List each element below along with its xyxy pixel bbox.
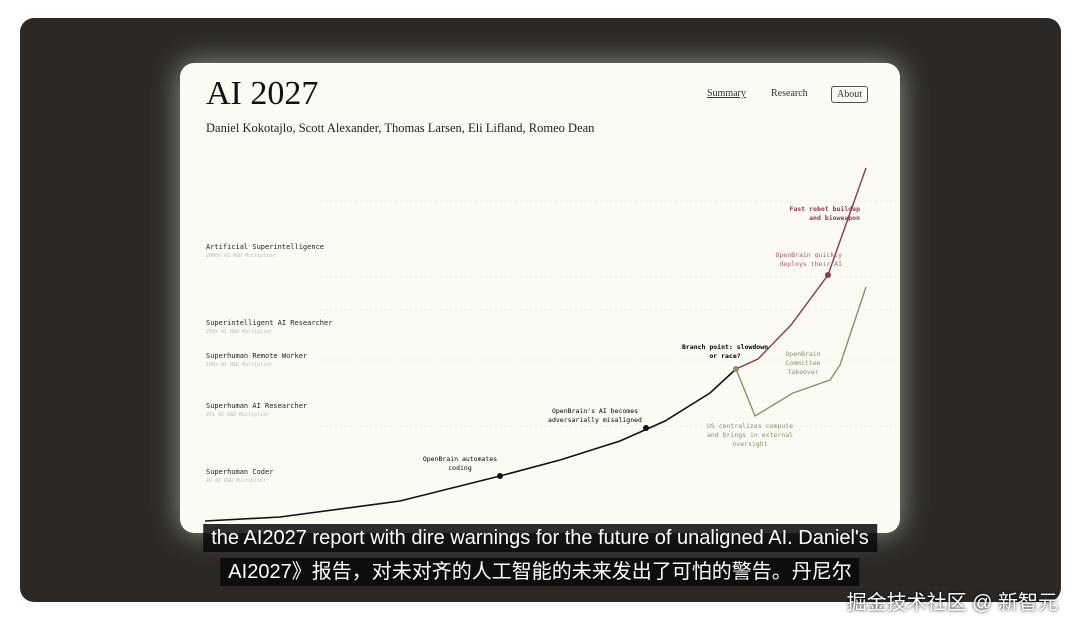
main-trajectory (204, 368, 737, 522)
race-trajectory (735, 167, 867, 370)
nav-research[interactable]: Research (771, 88, 808, 99)
subtitle-english: the AI2027 report with dire warnings for… (203, 524, 877, 552)
slowdown-trajectory (735, 286, 867, 418)
annotation-committee: OpenBrain Committee Takeover (785, 350, 821, 376)
subtitle-chinese: AI2027》报告，对未对齐的人工智能的未来发出了可怕的警告。丹尼尔 (220, 558, 860, 586)
annotation-centralizes: US centralizes compute and brings in ext… (706, 422, 794, 448)
annotation-misaligned: OpenBrain's AI becomes adversarially mis… (548, 407, 642, 424)
level-srw: Superhuman Remote Worker 100x AI R&D Mult… (206, 352, 308, 368)
misaligned-point (643, 425, 649, 431)
nav-summary[interactable]: Summary (707, 88, 746, 99)
annotation-robot: Fast robot buildup and bioweapon (789, 205, 860, 222)
annotation-automates: OpenBrain automates coding (422, 455, 498, 472)
level-sair: Superhuman AI Researcher 25x AI R&D Multi… (206, 402, 308, 418)
ai2027-page: AI 2027 Daniel Kokotajlo, Scott Alexande… (180, 63, 900, 533)
level-asi: Artificial Superintelligence 2000x AI R&D… (206, 243, 325, 259)
level-sar: Superintelligent AI Researcher 250x AI R&… (206, 319, 333, 335)
page-title: AI 2027 (206, 75, 319, 112)
authors: Daniel Kokotajlo, Scott Alexander, Thoma… (206, 121, 595, 135)
deploys-point (825, 272, 831, 278)
branch-point (733, 366, 739, 372)
nav-about[interactable]: About (831, 86, 868, 103)
video-frame[interactable]: AI 2027 Daniel Kokotajlo, Scott Alexande… (20, 18, 1061, 602)
timeline-chart (204, 167, 900, 522)
automates-point (497, 473, 503, 479)
level-sc: Superhuman Coder 4x AI R&D Multiplier (206, 468, 274, 484)
annotation-deploys: OpenBrain quickly deploys their AI (775, 251, 842, 268)
annotation-branch: Branch point: slowdown or race? (681, 343, 769, 360)
watermark: 掘金技术社区 @ 新智元 (846, 592, 1058, 614)
